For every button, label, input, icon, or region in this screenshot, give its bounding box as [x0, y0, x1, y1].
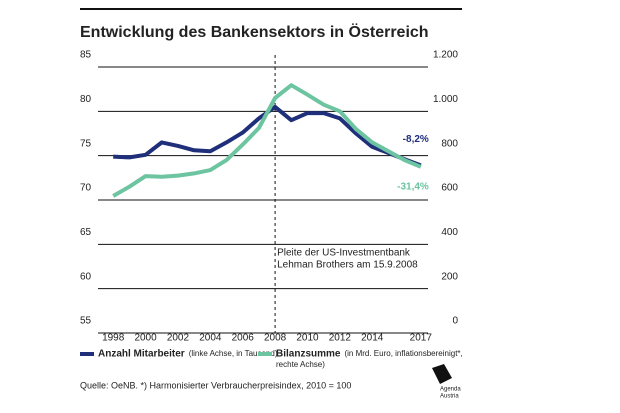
- y2-tick-label: 0: [452, 316, 458, 327]
- chart-title: Entwicklung des Bankensektors in Österre…: [80, 22, 429, 41]
- logo-mark: [432, 364, 452, 384]
- x-tick-label: 1998: [102, 333, 125, 344]
- logo-text: Austria: [440, 394, 459, 400]
- y2-tick-label: 1.200: [433, 50, 458, 61]
- x-tick-label: 2014: [361, 333, 384, 344]
- y-tick-label: 65: [80, 227, 92, 238]
- x-tick-label: 2006: [232, 333, 255, 344]
- y-tick-label: 60: [80, 271, 92, 282]
- y-tick-label: 85: [80, 50, 92, 61]
- end-label: -31,4%: [397, 181, 429, 192]
- annotation: Lehman Brothers am 15.9.2008: [277, 260, 418, 271]
- x-tick-label: 2010: [296, 333, 319, 344]
- logo-text: Agenda: [440, 387, 461, 393]
- legend-label: Bilanzsumme: [276, 349, 341, 360]
- x-tick-label: 2004: [199, 333, 222, 344]
- x-tick-label: 2000: [134, 333, 157, 344]
- series-line: [112, 83, 422, 198]
- y-tick-label: 80: [80, 94, 92, 105]
- x-tick-label: 2017: [410, 333, 433, 344]
- x-tick-label: 2012: [329, 333, 352, 344]
- y2-tick-label: 800: [441, 138, 458, 149]
- legend-label: Anzahl Mitarbeiter: [98, 349, 185, 360]
- y-tick-label: 55: [80, 316, 92, 327]
- y-tick-label: 70: [80, 183, 92, 194]
- x-tick-label: 2002: [167, 333, 190, 344]
- legend-note: (in Mrd. Euro, inflationsbereinigt*,: [344, 349, 462, 358]
- source: Quelle: OeNB. *) Harmonisierter Verbrauc…: [80, 380, 351, 390]
- end-label: -8,2%: [403, 134, 429, 145]
- y2-tick-label: 200: [441, 271, 458, 282]
- x-tick-label: 2008: [264, 333, 287, 344]
- y2-tick-label: 400: [441, 227, 458, 238]
- y2-tick-label: 1.000: [433, 94, 458, 105]
- legend-note: rechte Achse): [276, 360, 325, 369]
- annotation: Pleite der US-Investmentbank: [277, 248, 411, 259]
- y-tick-label: 75: [80, 138, 92, 149]
- y2-tick-label: 600: [441, 183, 458, 194]
- legend-note: (linke Achse, in Tausend): [189, 349, 278, 358]
